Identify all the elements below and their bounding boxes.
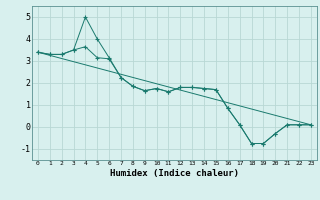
- X-axis label: Humidex (Indice chaleur): Humidex (Indice chaleur): [110, 169, 239, 178]
